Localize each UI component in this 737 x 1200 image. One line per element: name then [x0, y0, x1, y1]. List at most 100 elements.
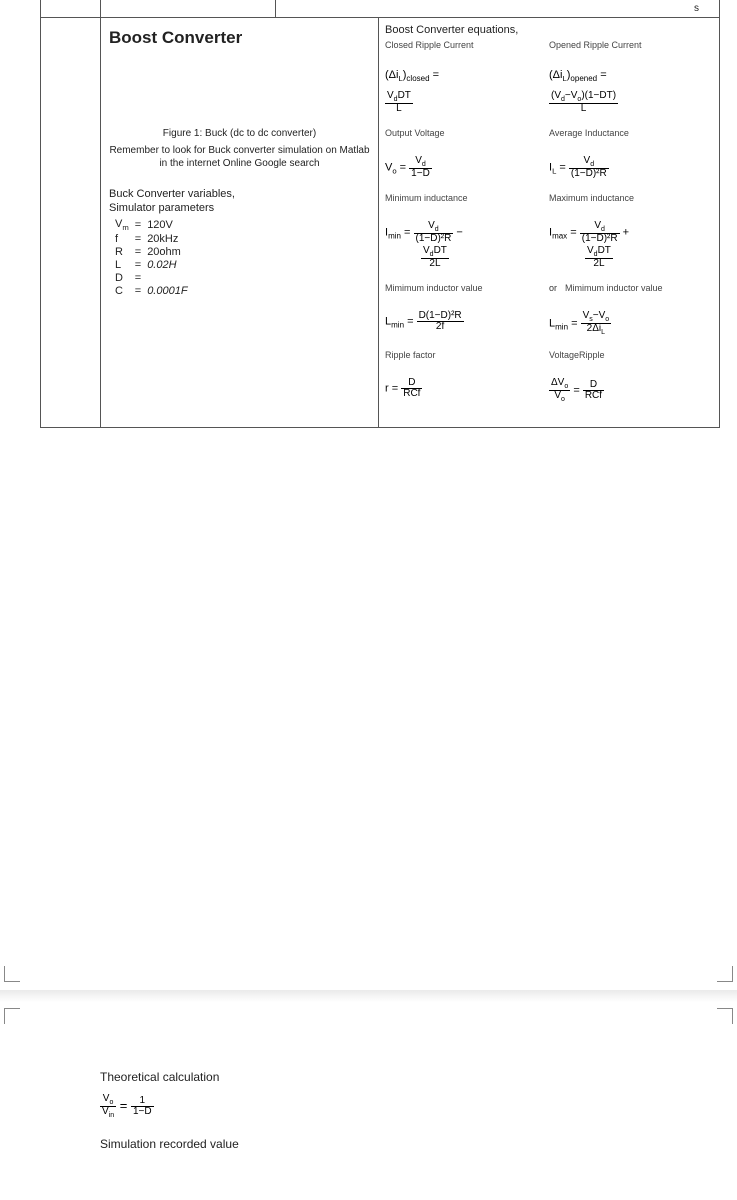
- dv-mid: V: [554, 390, 561, 401]
- dv-mid-sub: o: [561, 396, 565, 403]
- dv-rhs-den: RCf: [583, 391, 604, 401]
- imax-sub: max: [552, 232, 567, 241]
- remember-text: Remember to look for Buck converter simu…: [109, 145, 370, 170]
- param-row: D=: [115, 272, 194, 285]
- dv-num-sub: o: [564, 383, 568, 390]
- param-value: [147, 272, 193, 285]
- param-equals: =: [135, 233, 147, 246]
- min-inductance-label: Minimum inductance: [385, 193, 549, 203]
- lmin-formula-2: Lmin = Vs−Vo 2ΔiL: [549, 311, 713, 336]
- lmin-sub: min: [391, 321, 404, 330]
- r-den: RCf: [401, 389, 422, 399]
- param-equals: =: [135, 272, 147, 285]
- il-num-sub: d: [590, 161, 594, 168]
- row-ripple-lhs: (ΔiL)closed = (ΔiL)opened =: [385, 70, 713, 83]
- imax-formula: Imax = Vd(1−D)²R + VdDT2L: [549, 221, 713, 269]
- param-symbol: D: [115, 272, 135, 285]
- closed-suffix: closed: [406, 74, 429, 83]
- t1ns2: d: [601, 226, 605, 233]
- min-inductor-label: Mimimum inductor value: [385, 283, 549, 293]
- vo-den: 1−D: [409, 169, 432, 179]
- min-inductor-label-2: Mimimum inductor value: [565, 283, 663, 293]
- dv-num: ΔV: [551, 377, 564, 388]
- gutter-column: [41, 18, 101, 427]
- params-table: Vm=120Vf=20kHzR=20ohmL=0.02HD=C=0.0001F: [115, 218, 194, 298]
- param-equals: =: [135, 218, 147, 233]
- l2nb: −V: [593, 310, 606, 321]
- output-voltage-label: Output Voltage: [385, 128, 549, 138]
- right-panel: Boost Converter equations, Closed Ripple…: [379, 18, 719, 427]
- t2a2: DT: [598, 245, 611, 256]
- param-equals: =: [135, 259, 147, 272]
- crop-mark-tl: [4, 966, 20, 982]
- row-labels-1: Closed Ripple Current Opened Ripple Curr…: [385, 40, 713, 60]
- minus: −: [456, 227, 462, 239]
- vo-num: V: [415, 155, 422, 166]
- closed-ripple-lhs: (ΔiL)closed =: [385, 70, 549, 83]
- equals: =: [433, 69, 439, 81]
- il-sub: L: [552, 167, 556, 176]
- param-symbol: f: [115, 233, 135, 246]
- param-symbol: Vm: [115, 218, 135, 233]
- param-value: 20kHz: [147, 233, 193, 246]
- row-labels-4: Mimimum inductor value orMimimum inducto…: [385, 283, 713, 303]
- l2nsb: o: [605, 316, 609, 323]
- page-bottom: Theoretical calculation Vo Vin = 1 1−D S…: [100, 1070, 660, 1151]
- param-row: Vm=120V: [115, 218, 194, 233]
- r-lhs: r =: [385, 383, 398, 395]
- row-imin-imax: Imin = Vd(1−D)²R − VdDT2L Imax = Vd(1−D)…: [385, 221, 713, 269]
- row-ripple: r = DRCf ΔVoVo = DRCf: [385, 378, 713, 403]
- lmin-formula-1: Lmin = D(1−D)²R2f: [385, 311, 549, 336]
- vo-num-sub: d: [422, 161, 426, 168]
- header-cell-2: [101, 0, 276, 17]
- imin-sub: min: [388, 232, 401, 241]
- main-row: Boost Converter Figure 1: Buck (dc to dc…: [41, 18, 719, 427]
- t1d2: (1−D)²R: [580, 234, 620, 244]
- equations-title: Boost Converter equations,: [385, 24, 713, 36]
- t2a: DT: [434, 245, 447, 256]
- tc-rd: 1−D: [131, 1107, 154, 1117]
- theoretical-calc-title: Theoretical calculation: [100, 1070, 660, 1084]
- simulation-recorded-title: Simulation recorded value: [100, 1137, 660, 1151]
- param-value: 0.02H: [147, 259, 193, 272]
- vo-sub: o: [392, 167, 396, 176]
- l2d: 2Δi: [587, 323, 601, 334]
- crop-mark-bl: [4, 1008, 20, 1024]
- param-equals: =: [135, 246, 147, 259]
- t1d: (1−D)²R: [414, 234, 454, 244]
- opened-ripple-formula: (Vd−Vo)(1−DT) L: [549, 91, 713, 114]
- closed-ripple-label: Closed Ripple Current: [385, 40, 549, 50]
- on-b: −V: [565, 90, 578, 101]
- or-text: or: [549, 283, 565, 293]
- params-title: Simulator parameters: [109, 202, 370, 214]
- t2d2: 2L: [585, 259, 613, 269]
- ripple-factor-formula: r = DRCf: [385, 378, 549, 403]
- param-row: C=0.0001F: [115, 285, 194, 298]
- boost-converter-title: Boost Converter: [109, 28, 370, 48]
- on-a: (V: [551, 90, 561, 101]
- on-den: L: [549, 104, 618, 114]
- lmin-sub-2: min: [555, 323, 568, 332]
- plus: +: [623, 227, 629, 239]
- theoretical-formula: Vo Vin = 1 1−D: [100, 1094, 660, 1119]
- sub-L-2: L: [562, 74, 566, 83]
- opened-suffix: opened: [570, 74, 597, 83]
- t1n: V: [428, 220, 435, 231]
- param-symbol: L: [115, 259, 135, 272]
- row-labels-2: Output Voltage Average Inductance: [385, 128, 713, 148]
- tc-lds: in: [109, 1112, 114, 1119]
- vd-num: V: [387, 90, 394, 101]
- delta-i-text-2: (Δi: [549, 69, 562, 81]
- l2ds: L: [601, 329, 605, 336]
- dt-text: DT: [398, 90, 411, 101]
- header-cell-1: [41, 0, 101, 17]
- row-labels-3: Minimum inductance Maximum inductance: [385, 193, 713, 213]
- opened-ripple-label: Opened Ripple Current: [549, 40, 713, 50]
- header-row: s: [41, 0, 719, 18]
- t1ns: d: [435, 226, 439, 233]
- t2d: 2L: [421, 259, 449, 269]
- tc-eq: =: [120, 1098, 128, 1113]
- avg-inductance-label: Average Inductance: [549, 128, 713, 138]
- ripple-factor-label: Ripple factor: [385, 350, 549, 360]
- vars-title: Buck Converter variables,: [109, 188, 370, 200]
